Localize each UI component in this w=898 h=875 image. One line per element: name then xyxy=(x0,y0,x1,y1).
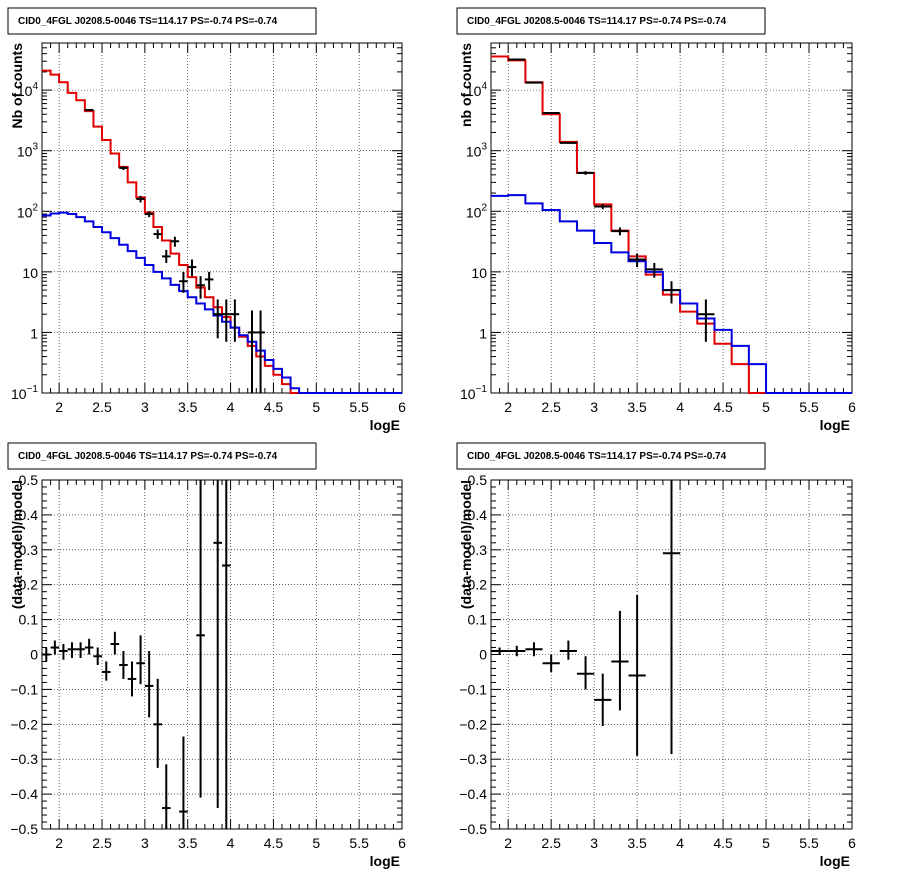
y-tick-label: 0.3 xyxy=(19,542,39,558)
y-tick-label: 10 xyxy=(22,265,38,281)
x-tick-label: 2.5 xyxy=(541,399,561,415)
y-tick-label: −0.4 xyxy=(459,786,487,802)
panel-counts-right: CID0_4FGL J0208.5-0046 TS=114.17 PS=-0.7… xyxy=(456,7,856,433)
panel-residuals-left: CID0_4FGL J0208.5-0046 TS=114.17 PS=-0.7… xyxy=(7,442,406,869)
y-tick-label: 104 xyxy=(466,81,488,99)
x-tick-label: 5 xyxy=(312,835,320,851)
x-tick-label: 2 xyxy=(504,399,512,415)
y-tick-label: 103 xyxy=(17,142,39,160)
y-tick-label: −0.5 xyxy=(459,821,487,837)
y-tick-label: −0.4 xyxy=(10,786,38,802)
y-axis-label: (data-model)/model xyxy=(9,480,25,609)
y-tick-label: 0.4 xyxy=(19,507,39,523)
x-tick-label: 3 xyxy=(141,399,149,415)
plot-frame xyxy=(41,42,403,394)
y-tick-label: 103 xyxy=(466,142,488,160)
y-tick-label: 0.1 xyxy=(19,612,39,628)
y-tick-label: −0.3 xyxy=(10,751,38,767)
y-tick-label: 10−1 xyxy=(460,384,487,402)
title-box xyxy=(456,7,766,35)
panel-residuals-right: CID0_4FGL J0208.5-0046 TS=114.17 PS=-0.7… xyxy=(456,442,856,869)
x-tick-label: 6 xyxy=(398,835,406,851)
y-tick-label: −0.3 xyxy=(459,751,487,767)
x-tick-label: 6 xyxy=(398,399,406,415)
x-tick-label: 6 xyxy=(848,835,856,851)
x-tick-label: 3.5 xyxy=(627,835,647,851)
y-tick-label: −0.1 xyxy=(10,681,38,697)
chart-title: CID0_4FGL J0208.5-0046 TS=114.17 PS=-0.7… xyxy=(467,16,727,27)
x-tick-label: 5.5 xyxy=(799,399,819,415)
x-axis-label: logE xyxy=(370,853,400,869)
x-tick-label: 5 xyxy=(762,399,770,415)
x-tick-label: 4.5 xyxy=(713,835,733,851)
chart-title: CID0_4FGL J0208.5-0046 TS=114.17 PS=-0.7… xyxy=(467,451,727,462)
x-axis-label: logE xyxy=(370,417,400,433)
panel-counts-left: CID0_4FGL J0208.5-0046 TS=114.17 PS=-0.7… xyxy=(7,7,406,433)
x-tick-label: 3 xyxy=(141,835,149,851)
x-tick-label: 4.5 xyxy=(713,399,733,415)
x-tick-label: 5.5 xyxy=(349,835,369,851)
y-tick-label: 1 xyxy=(479,325,487,341)
chart-title: CID0_4FGL J0208.5-0046 TS=114.17 PS=-0.7… xyxy=(18,451,278,462)
y-tick-label: 0.3 xyxy=(468,542,488,558)
x-axis-label: logE xyxy=(820,417,850,433)
x-tick-label: 3 xyxy=(590,399,598,415)
model-total-histogram xyxy=(491,55,852,394)
x-tick-label: 4.5 xyxy=(264,399,284,415)
model-source-histogram xyxy=(42,211,402,394)
title-box xyxy=(456,442,766,470)
y-tick-label: 0.2 xyxy=(468,577,488,593)
x-tick-label: 3.5 xyxy=(178,399,198,415)
x-tick-label: 3.5 xyxy=(178,835,198,851)
x-tick-label: 4 xyxy=(227,399,235,415)
x-tick-label: 4 xyxy=(227,835,235,851)
plot-frame xyxy=(490,42,853,394)
x-tick-label: 2 xyxy=(504,835,512,851)
y-tick-label: 0.5 xyxy=(468,472,488,488)
x-tick-label: 2 xyxy=(55,835,63,851)
y-tick-label: 0 xyxy=(479,647,487,663)
x-tick-label: 2.5 xyxy=(92,399,112,415)
y-axis-label: Nb of counts xyxy=(9,43,25,129)
y-tick-label: −0.5 xyxy=(10,821,38,837)
title-box xyxy=(7,7,317,35)
y-tick-label: 0.2 xyxy=(19,577,39,593)
x-axis-label: logE xyxy=(820,853,850,869)
x-tick-label: 2.5 xyxy=(92,835,112,851)
y-tick-label: 1 xyxy=(30,325,38,341)
title-box xyxy=(7,442,317,470)
x-tick-label: 3.5 xyxy=(627,399,647,415)
y-tick-label: 0 xyxy=(30,647,38,663)
x-tick-label: 4 xyxy=(676,399,684,415)
x-tick-label: 4 xyxy=(676,835,684,851)
y-tick-label: 104 xyxy=(17,81,39,99)
y-tick-label: 102 xyxy=(17,202,39,220)
x-tick-label: 2.5 xyxy=(541,835,561,851)
x-tick-label: 5 xyxy=(312,399,320,415)
y-tick-label: −0.1 xyxy=(459,681,487,697)
y-tick-label: 0.1 xyxy=(468,612,488,628)
y-tick-label: 102 xyxy=(466,202,488,220)
x-tick-label: 4.5 xyxy=(264,835,284,851)
y-tick-label: −0.2 xyxy=(459,716,487,732)
model-total-histogram xyxy=(42,69,402,394)
y-tick-label: 10 xyxy=(471,265,487,281)
x-tick-label: 5 xyxy=(762,835,770,851)
x-tick-label: 2 xyxy=(55,399,63,415)
y-axis-label: nb of counts xyxy=(458,43,474,127)
y-tick-label: 0.4 xyxy=(468,507,488,523)
chart-title: CID0_4FGL J0208.5-0046 TS=114.17 PS=-0.7… xyxy=(18,16,278,27)
x-tick-label: 3 xyxy=(590,835,598,851)
x-tick-label: 6 xyxy=(848,399,856,415)
y-axis-label: (data-model)/model xyxy=(458,480,474,609)
y-tick-label: 10−1 xyxy=(11,384,38,402)
y-tick-label: −0.2 xyxy=(10,716,38,732)
y-tick-label: 0.5 xyxy=(19,472,39,488)
x-tick-label: 5.5 xyxy=(349,399,369,415)
x-tick-label: 5.5 xyxy=(799,835,819,851)
